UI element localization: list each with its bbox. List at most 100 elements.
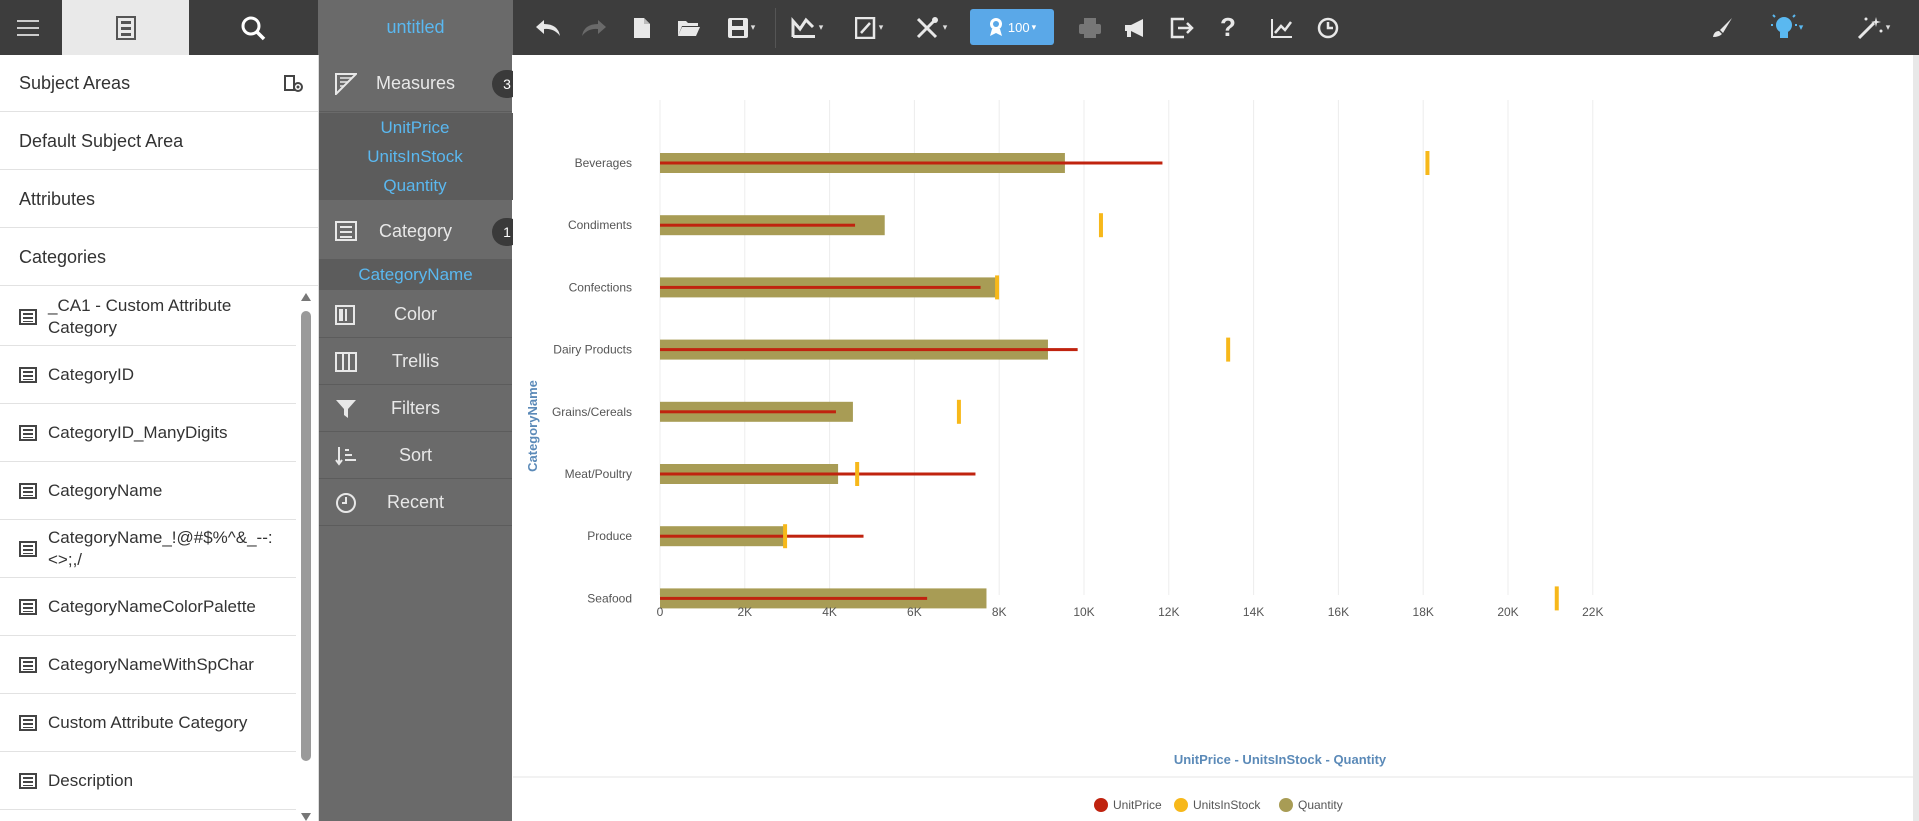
default-subject-area[interactable]: Default Subject Area bbox=[0, 113, 318, 170]
y-category-label: Confections bbox=[569, 280, 632, 294]
list-item[interactable]: CategoryID_ManyDigits bbox=[0, 404, 296, 462]
bar-chart[interactable]: Beverages Condiments Confections Dairy Prod… bbox=[513, 55, 1913, 821]
document-title[interactable]: untitled bbox=[318, 0, 513, 55]
lightbulb-icon[interactable]: ▾ bbox=[1762, 0, 1812, 55]
unitsinstock-marker[interactable] bbox=[1425, 151, 1430, 175]
measure-pill-quantity[interactable]: Quantity bbox=[319, 171, 541, 200]
trend-icon[interactable] bbox=[1264, 0, 1300, 55]
attribute-label: CategoryNameWithSpChar bbox=[48, 654, 254, 674]
unitprice-bar[interactable] bbox=[660, 348, 1078, 352]
sort-section[interactable]: Sort bbox=[319, 432, 512, 479]
scroll-up-arrow-icon[interactable] bbox=[301, 293, 311, 301]
recent-section[interactable]: Recent bbox=[319, 479, 512, 526]
chart-canvas[interactable]: Beverages Condiments Confections Dairy Prod… bbox=[513, 55, 1919, 821]
performance-value: 100 bbox=[1007, 19, 1030, 35]
trellis-section[interactable]: Trellis bbox=[319, 338, 512, 385]
unitsinstock-marker[interactable] bbox=[956, 399, 961, 424]
search-icon[interactable] bbox=[189, 0, 317, 55]
categories-header[interactable]: Categories bbox=[0, 229, 318, 286]
new-file-icon[interactable] bbox=[625, 0, 659, 55]
print-icon[interactable] bbox=[1072, 0, 1108, 55]
unitprice-bar[interactable] bbox=[660, 472, 976, 476]
attribute-label: _CA1 - Custom Attribute Category bbox=[48, 295, 232, 337]
attribute-icon bbox=[19, 715, 37, 736]
menu-icon[interactable] bbox=[0, 0, 56, 55]
attribute-label: Description bbox=[48, 770, 134, 790]
scrollbar-thumb[interactable] bbox=[301, 311, 311, 761]
right-edge bbox=[1913, 55, 1919, 821]
y-category-label: Seafood bbox=[587, 591, 632, 605]
data-panel-toggle-icon[interactable] bbox=[62, 0, 189, 55]
list-item[interactable]: CategoryNameWithSpChar bbox=[0, 636, 296, 694]
chart-legend: UnitPrice UnitsInStock Quantity bbox=[1094, 798, 1343, 812]
attribute-list-scrollbar[interactable] bbox=[299, 291, 313, 821]
measure-pill-label: UnitsInStock bbox=[367, 146, 463, 166]
unitsinstock-marker[interactable] bbox=[1226, 337, 1231, 362]
undo-icon[interactable] bbox=[525, 0, 571, 55]
redo-icon[interactable] bbox=[571, 0, 617, 55]
measure-pill-unitprice[interactable]: UnitPrice bbox=[319, 113, 541, 142]
unitsinstock-marker[interactable] bbox=[995, 275, 1000, 300]
color-section[interactable]: Color bbox=[319, 291, 512, 338]
unitprice-bar[interactable] bbox=[660, 161, 1163, 165]
attribute-label: CategoryNameColorPalette bbox=[48, 596, 256, 616]
y-category-label: Grains/Cereals bbox=[552, 405, 632, 419]
list-item[interactable]: CategoryName bbox=[0, 462, 296, 520]
history-icon[interactable] bbox=[1310, 0, 1346, 55]
subject-area-settings-icon[interactable] bbox=[284, 75, 304, 98]
measures-icon bbox=[335, 73, 359, 100]
legend-swatch bbox=[1094, 798, 1108, 812]
unitsinstock-marker[interactable] bbox=[855, 462, 860, 486]
unitprice-bar[interactable] bbox=[660, 285, 981, 289]
open-folder-icon[interactable] bbox=[672, 0, 706, 55]
save-icon[interactable]: ▾ bbox=[718, 0, 764, 55]
subject-areas-header[interactable]: Subject Areas bbox=[0, 55, 318, 112]
data-panel: Subject Areas Default Subject Area Attri… bbox=[0, 55, 319, 821]
measures-label: Measures bbox=[375, 72, 456, 93]
grammar-panel: Measures 3 UnitPrice UnitsInStock Quanti… bbox=[319, 55, 541, 821]
performance-badge[interactable]: 100 ▾ bbox=[970, 9, 1054, 45]
measure-pill-unitsinstock[interactable]: UnitsInStock bbox=[319, 142, 541, 171]
x-tick-label: 16K bbox=[1328, 605, 1349, 619]
legend-swatch bbox=[1279, 798, 1293, 812]
magic-wand-icon[interactable]: ▾ bbox=[1848, 0, 1898, 55]
unitsinstock-marker[interactable] bbox=[783, 524, 788, 549]
present-icon[interactable] bbox=[1118, 0, 1154, 55]
attributes-header[interactable]: Attributes bbox=[0, 171, 318, 228]
category-pill[interactable]: CategoryName bbox=[319, 260, 512, 290]
attribute-icon bbox=[19, 773, 37, 794]
category-pill-label: CategoryName bbox=[358, 264, 473, 284]
filter-icon bbox=[335, 399, 357, 424]
unitsinstock-marker[interactable] bbox=[1098, 213, 1103, 238]
visualization-type-icon[interactable]: ▾ bbox=[784, 0, 830, 55]
legend-label[interactable]: Quantity bbox=[1298, 798, 1343, 812]
filters-section[interactable]: Filters bbox=[319, 385, 512, 432]
category-label: Category bbox=[378, 220, 453, 241]
list-item[interactable]: _CA1 - Custom Attribute Category bbox=[0, 288, 296, 346]
unitsinstock-marker[interactable] bbox=[1554, 586, 1559, 611]
unitprice-bar[interactable] bbox=[660, 223, 856, 227]
unitprice-bar[interactable] bbox=[660, 596, 928, 600]
attribute-icon bbox=[19, 541, 37, 562]
legend-label[interactable]: UnitsInStock bbox=[1193, 798, 1261, 812]
scroll-down-arrow-icon[interactable] bbox=[301, 813, 311, 821]
unitprice-bar[interactable] bbox=[660, 410, 836, 414]
add-canvas-icon[interactable]: ▾ bbox=[846, 0, 892, 55]
color-icon bbox=[335, 305, 355, 330]
list-item[interactable]: CategoryID bbox=[0, 346, 296, 404]
list-item[interactable]: Custom Attribute Category bbox=[0, 694, 296, 752]
help-icon[interactable]: ? bbox=[1220, 12, 1236, 42]
export-icon[interactable] bbox=[1164, 0, 1200, 55]
paintbrush-icon[interactable] bbox=[1702, 0, 1742, 55]
x-axis-title: UnitPrice - UnitsInStock - Quantity bbox=[1174, 752, 1387, 767]
list-item[interactable]: CategoryName_!@#$%^&_--:<>;,/ bbox=[0, 520, 296, 578]
legend-label[interactable]: UnitPrice bbox=[1113, 798, 1162, 812]
tools-icon[interactable]: ▾ bbox=[906, 0, 956, 55]
category-section[interactable]: Category 1 bbox=[319, 203, 522, 260]
list-item[interactable]: Description bbox=[0, 752, 296, 810]
x-tick-label: 14K bbox=[1243, 605, 1264, 619]
list-item[interactable]: CategoryNameColorPalette bbox=[0, 578, 296, 636]
measures-section[interactable]: Measures 3 bbox=[319, 55, 522, 112]
unitprice-bar[interactable] bbox=[660, 534, 864, 538]
x-tick-label: 2K bbox=[737, 605, 752, 619]
